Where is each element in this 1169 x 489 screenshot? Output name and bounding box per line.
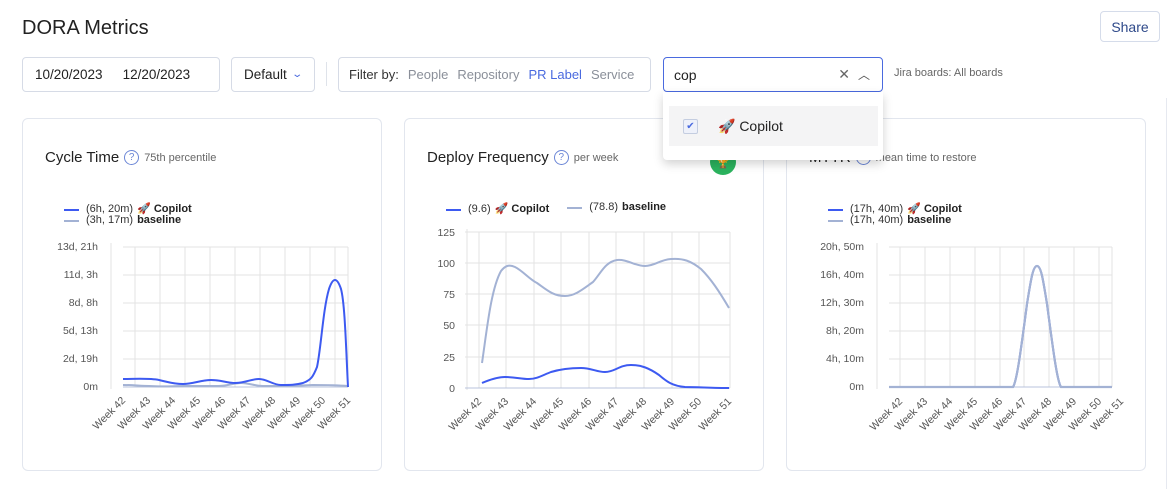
end-date-input[interactable]: 12/20/2023 <box>122 67 191 82</box>
card-subtitle: mean time to restore <box>875 151 977 164</box>
legend-swatch <box>64 219 79 222</box>
help-icon[interactable]: ? <box>124 150 140 165</box>
svg-text:20h, 50m: 20h, 50m <box>820 241 864 253</box>
jira-boards-label: Jira boards: All boards <box>894 67 1003 79</box>
date-range-picker[interactable]: 10/20/2023 12/20/2023 <box>22 57 220 92</box>
legend-swatch <box>64 208 79 211</box>
filter-by-group: Filter by: People Repository PR Label Se… <box>338 57 651 92</box>
svg-text:8d, 8h: 8d, 8h <box>69 297 98 309</box>
filter-option-people[interactable]: People <box>407 67 449 82</box>
chart-legend: (17h, 40m) 🚀 Copilot (17h, 40m) baseline <box>828 204 962 226</box>
help-icon[interactable]: ? <box>553 150 569 165</box>
checkbox-checked-icon[interactable]: ✔ <box>683 118 698 134</box>
svg-text:12h, 30m: 12h, 30m <box>820 297 864 309</box>
svg-text:75: 75 <box>443 289 455 301</box>
filter-label: Filter by: <box>349 67 399 82</box>
deploy-frequency-card: Deploy Frequency ? per week 🏆 (9.6) 🚀 Cop… <box>404 118 764 471</box>
filter-option-repository[interactable]: Repository <box>457 67 520 82</box>
svg-text:8h, 20m: 8h, 20m <box>826 325 864 337</box>
svg-text:50: 50 <box>443 320 455 332</box>
svg-text:125: 125 <box>437 227 455 239</box>
scrollbar-track[interactable] <box>1166 98 1167 489</box>
legend-swatch <box>446 208 461 211</box>
legend-item-baseline[interactable]: (78.8) baseline <box>567 200 666 215</box>
svg-text:5d, 13h: 5d, 13h <box>63 325 98 337</box>
svg-text:4h, 10m: 4h, 10m <box>826 353 864 365</box>
dropdown-option-copilot[interactable]: ✔ 🚀 Copilot <box>669 106 878 146</box>
legend-swatch <box>567 206 583 209</box>
label-search-input[interactable] <box>674 66 824 83</box>
legend-item-copilot[interactable]: (9.6) 🚀 Copilot <box>446 204 549 215</box>
svg-text:0m: 0m <box>83 381 98 393</box>
legend-item-baseline[interactable]: (3h, 17m) baseline <box>64 215 192 226</box>
chevron-up-icon[interactable]: ︿ <box>857 68 870 82</box>
preset-select[interactable]: Default ⌄ <box>231 57 315 92</box>
card-title: Cycle Time <box>45 149 120 166</box>
label-search-combobox[interactable]: ✕ ︿ <box>663 57 883 92</box>
option-label: 🚀 Copilot <box>718 117 783 134</box>
card-subtitle: 75th percentile <box>144 151 217 164</box>
card-subtitle: per week <box>573 151 619 164</box>
legend-item-copilot[interactable]: (17h, 40m) 🚀 Copilot <box>828 204 962 215</box>
mttr-chart: 20h, 50m 16h, 40m 12h, 30m 8h, 20m 4h, 1… <box>820 241 1126 433</box>
svg-text:0m: 0m <box>849 381 864 393</box>
preset-value: Default <box>244 67 287 82</box>
svg-text:11d, 3h: 11d, 3h <box>64 269 98 281</box>
page-title: DORA Metrics <box>22 17 149 39</box>
legend-swatch <box>828 219 843 222</box>
svg-text:100: 100 <box>437 258 455 270</box>
svg-text:16h, 40m: 16h, 40m <box>820 269 864 281</box>
cycle-time-chart: 13d, 21h 11d, 3h 8d, 8h 5d, 13h 2d, 19h … <box>57 241 353 432</box>
mttr-card: MTTR ? mean time to restore (17h, 40m)🚀 … <box>786 118 1146 471</box>
svg-text:Week 51: Week 51 <box>696 396 734 434</box>
cycle-time-card: Cycle Time ? 75th percentile (6h, 20m) 🚀 … <box>22 118 382 471</box>
chart-legend: (6h, 20m) 🚀 Copilot (3h, 17m) baseline <box>64 204 192 226</box>
filter-option-service[interactable]: Service <box>590 67 635 82</box>
svg-text:13d, 21h: 13d, 21h <box>57 241 98 253</box>
divider <box>326 62 327 86</box>
legend-swatch <box>828 208 843 211</box>
legend-item-baseline[interactable]: (17h, 40m) baseline <box>828 215 962 226</box>
share-button[interactable]: Share <box>1100 11 1160 42</box>
chevron-down-icon: ⌄ <box>291 69 303 80</box>
start-date-input[interactable]: 10/20/2023 <box>35 67 103 82</box>
label-dropdown-menu: ✔ 🚀 Copilot <box>663 92 883 160</box>
svg-text:2d, 19h: 2d, 19h <box>63 353 98 365</box>
svg-text:0: 0 <box>449 383 455 395</box>
legend-item-copilot[interactable]: (6h, 20m) 🚀 Copilot <box>64 204 192 215</box>
clear-icon[interactable]: ✕ <box>838 66 850 82</box>
filter-option-pr-label[interactable]: PR Label <box>528 67 582 82</box>
svg-text:25: 25 <box>443 352 455 364</box>
chart-legend: (9.6) 🚀 Copilot (78.8) baseline <box>446 202 666 215</box>
deploy-frequency-chart: 125 100 75 50 25 0 Week 42 Week 43 Week … <box>437 227 734 434</box>
card-title: Deploy Frequency <box>427 149 549 166</box>
